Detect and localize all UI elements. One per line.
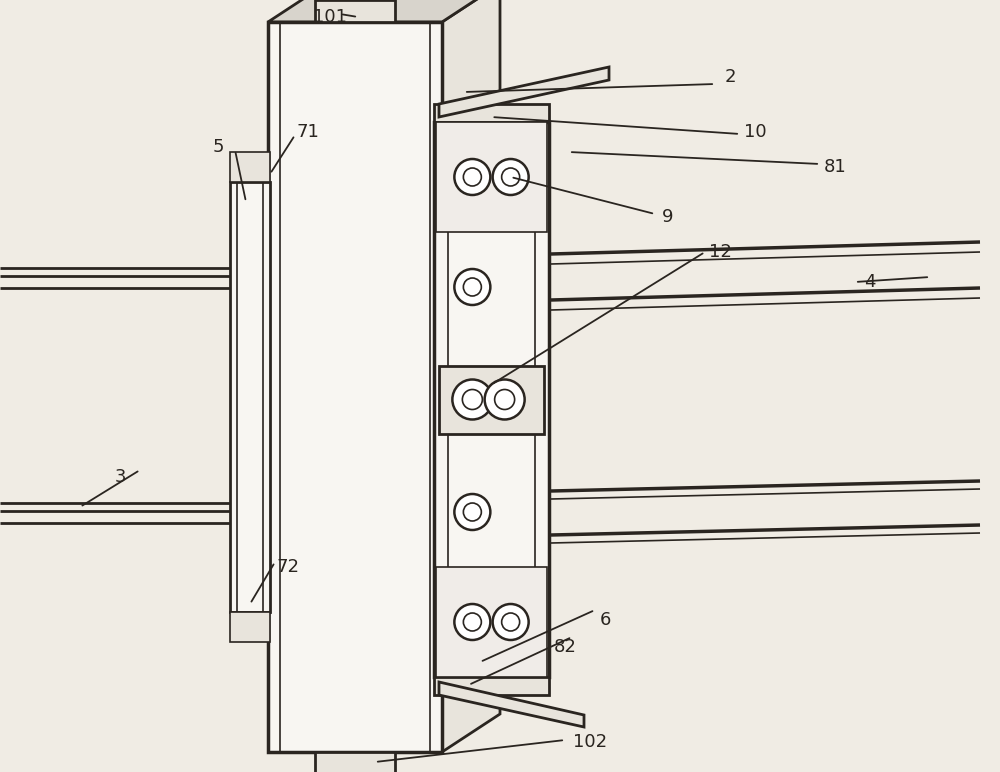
Text: 10: 10 — [744, 123, 766, 141]
Circle shape — [454, 159, 490, 195]
Polygon shape — [442, 0, 500, 752]
Bar — [230, 182, 270, 612]
Text: 101: 101 — [313, 8, 347, 26]
Bar — [434, 104, 549, 122]
Circle shape — [454, 494, 490, 530]
Text: 12: 12 — [709, 243, 731, 261]
Bar — [315, 752, 395, 772]
Circle shape — [454, 604, 490, 640]
Circle shape — [485, 380, 525, 419]
Circle shape — [493, 604, 529, 640]
Text: 71: 71 — [297, 123, 319, 141]
Text: 72: 72 — [276, 558, 300, 576]
Text: 4: 4 — [864, 273, 876, 291]
Polygon shape — [439, 682, 584, 727]
Polygon shape — [268, 0, 500, 22]
Bar — [434, 122, 549, 677]
Text: 81: 81 — [824, 158, 846, 176]
Bar — [315, 0, 395, 22]
Bar — [434, 677, 549, 695]
Text: 82: 82 — [554, 638, 576, 656]
Text: 5: 5 — [212, 138, 224, 156]
Bar — [268, 22, 442, 752]
Text: 3: 3 — [114, 468, 126, 486]
Circle shape — [493, 159, 529, 195]
Bar — [439, 365, 544, 434]
Polygon shape — [439, 67, 609, 117]
Text: 6: 6 — [599, 611, 611, 629]
Circle shape — [452, 380, 492, 419]
Bar — [436, 122, 547, 232]
Circle shape — [454, 269, 490, 305]
Text: 102: 102 — [573, 733, 607, 751]
Bar — [230, 612, 270, 642]
Bar — [230, 152, 270, 182]
Text: 2: 2 — [724, 68, 736, 86]
Text: 9: 9 — [662, 208, 674, 226]
Bar — [436, 567, 547, 677]
